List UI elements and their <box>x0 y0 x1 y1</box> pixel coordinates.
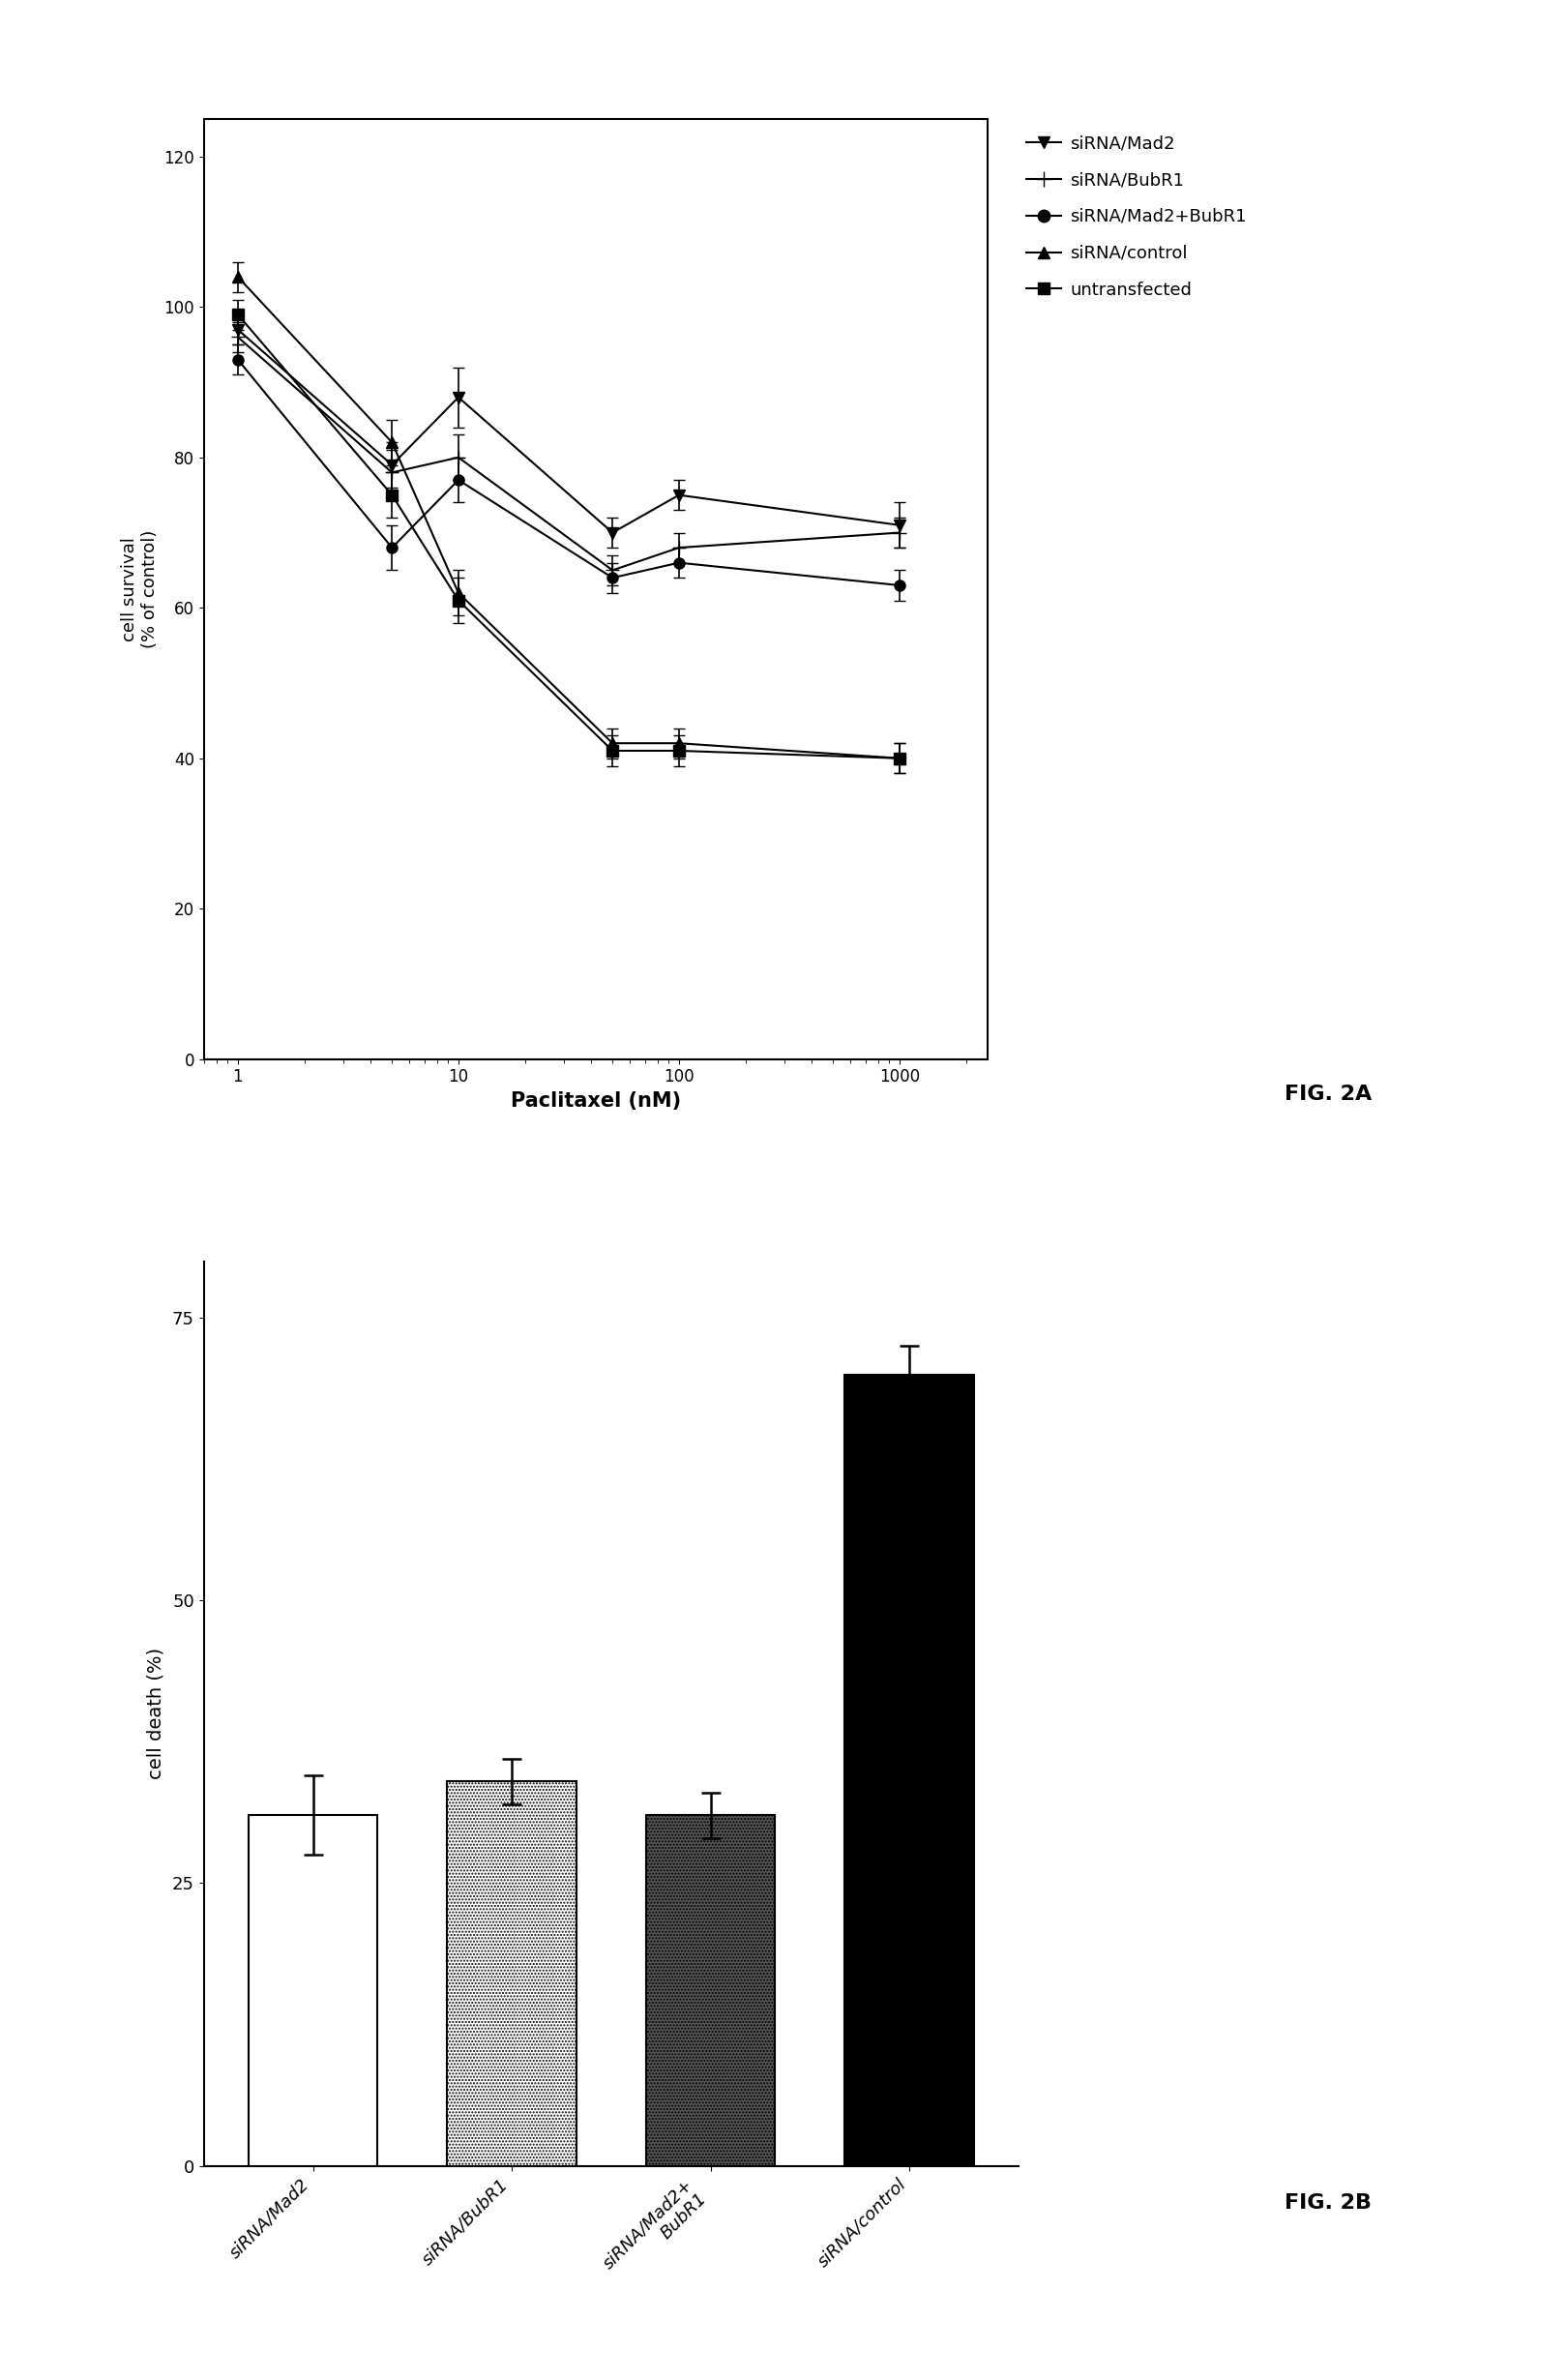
Bar <box>646 1816 776 2166</box>
Text: FIG. 2A: FIG. 2A <box>1285 1083 1373 1104</box>
Y-axis label: cell survival
(% of control): cell survival (% of control) <box>121 531 158 647</box>
Legend: siRNA/Mad2, siRNA/BubR1, siRNA/Mad2+BubR1, siRNA/control, untransfected: siRNA/Mad2, siRNA/BubR1, siRNA/Mad2+BubR… <box>1020 129 1254 305</box>
Bar <box>845 1373 973 2166</box>
Bar <box>447 1780 577 2166</box>
X-axis label: Paclitaxel (nM): Paclitaxel (nM) <box>511 1092 680 1111</box>
Y-axis label: cell death (%): cell death (%) <box>147 1647 166 1780</box>
Bar <box>249 1816 378 2166</box>
Text: FIG. 2B: FIG. 2B <box>1285 2192 1373 2213</box>
